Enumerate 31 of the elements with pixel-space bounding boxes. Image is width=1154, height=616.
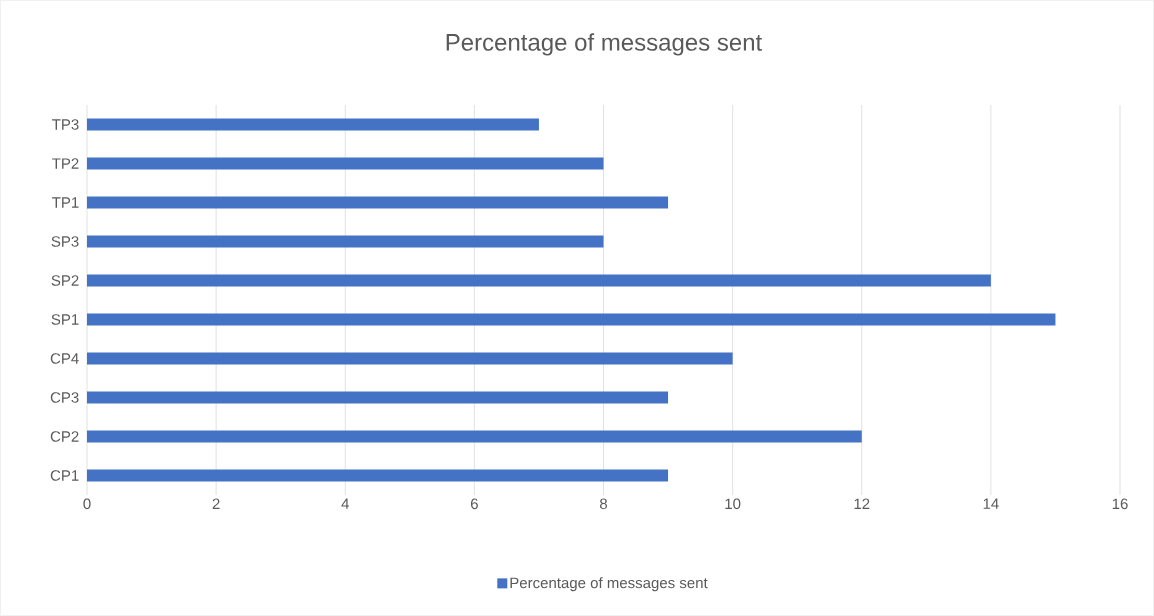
x-tick-label: 2 <box>212 498 220 509</box>
legend-label: Percentage of messages sent <box>510 577 708 592</box>
bar <box>87 430 862 443</box>
bar <box>87 157 604 170</box>
y-tick-label: CP1 <box>50 470 79 481</box>
x-tick-label: 10 <box>725 498 741 510</box>
bar <box>87 235 604 248</box>
y-tick-label: CP2 <box>50 431 79 442</box>
y-tick-label: TP3 <box>52 119 79 130</box>
x-tick-label: 14 <box>983 498 999 509</box>
x-tick-label: 4 <box>341 498 349 509</box>
y-tick-label: SP3 <box>51 236 79 247</box>
x-tick-label: 0 <box>83 498 91 510</box>
y-tick-label: CP3 <box>50 392 79 403</box>
bar <box>87 274 991 287</box>
bar <box>87 118 539 131</box>
x-tick-label: 12 <box>854 498 870 509</box>
x-tick-label: 8 <box>599 498 608 510</box>
x-tick-label: 16 <box>1112 498 1128 510</box>
x-tick-label: 6 <box>470 498 478 510</box>
bar <box>87 196 669 209</box>
y-tick-label: SP2 <box>51 275 79 286</box>
y-tick-label: TP2 <box>52 158 79 169</box>
bar <box>87 313 1056 326</box>
y-tick-label: CP4 <box>50 353 79 364</box>
bar <box>87 469 669 482</box>
bar <box>87 352 733 365</box>
bar <box>87 391 669 404</box>
y-tick-label: SP1 <box>51 314 79 325</box>
chart-title: Percentage of messages sent <box>446 33 763 56</box>
y-tick-label: TP1 <box>52 197 79 208</box>
